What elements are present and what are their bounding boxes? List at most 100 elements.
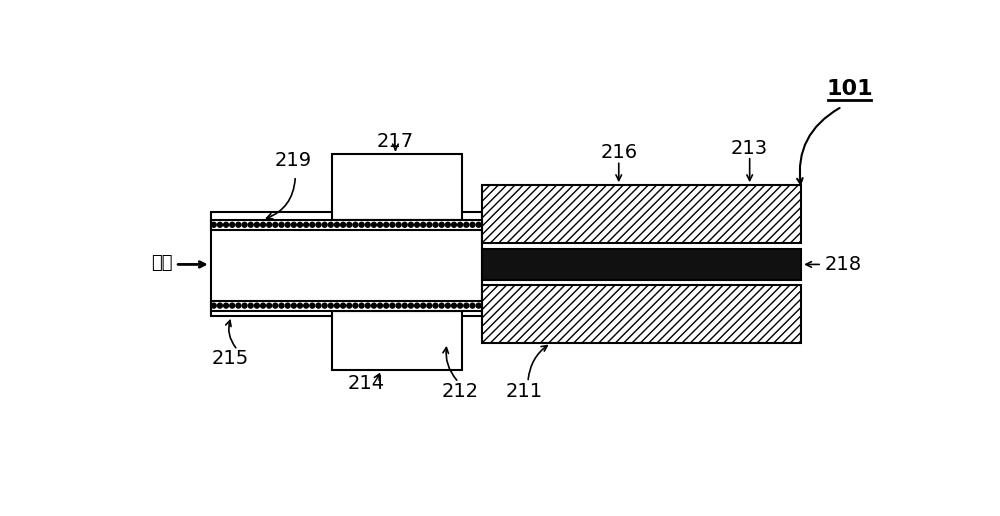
Text: 219: 219	[274, 151, 312, 170]
Circle shape	[217, 222, 222, 227]
Circle shape	[458, 222, 463, 227]
Circle shape	[421, 222, 426, 227]
Text: 101: 101	[826, 79, 873, 99]
Circle shape	[273, 222, 278, 227]
Bar	[211, 220, 482, 230]
Circle shape	[328, 303, 333, 308]
Circle shape	[396, 222, 401, 227]
Circle shape	[396, 303, 401, 308]
Circle shape	[310, 222, 315, 227]
Circle shape	[476, 303, 481, 308]
Circle shape	[248, 303, 253, 308]
Circle shape	[378, 303, 383, 308]
Circle shape	[359, 303, 364, 308]
Text: 217: 217	[377, 132, 414, 151]
Circle shape	[211, 222, 216, 227]
Circle shape	[298, 303, 302, 308]
Circle shape	[476, 222, 481, 227]
Circle shape	[408, 303, 413, 308]
Circle shape	[427, 222, 432, 227]
Circle shape	[248, 222, 253, 227]
Bar	[482, 285, 801, 343]
Text: 212: 212	[442, 382, 479, 401]
Circle shape	[316, 303, 321, 308]
Circle shape	[421, 303, 426, 308]
Circle shape	[341, 303, 346, 308]
Text: 211: 211	[505, 382, 543, 401]
Circle shape	[433, 222, 438, 227]
Circle shape	[470, 222, 475, 227]
Circle shape	[230, 303, 235, 308]
Circle shape	[415, 303, 419, 308]
Circle shape	[322, 303, 327, 308]
Circle shape	[224, 222, 229, 227]
Circle shape	[267, 222, 272, 227]
Circle shape	[390, 303, 395, 308]
Circle shape	[298, 222, 302, 227]
Circle shape	[291, 222, 296, 227]
Circle shape	[236, 222, 241, 227]
Circle shape	[452, 303, 456, 308]
Circle shape	[390, 222, 395, 227]
Text: 216: 216	[600, 143, 637, 162]
Circle shape	[384, 303, 389, 308]
Circle shape	[242, 222, 247, 227]
Circle shape	[322, 222, 327, 227]
Circle shape	[402, 222, 407, 227]
Circle shape	[384, 222, 389, 227]
Circle shape	[328, 222, 333, 227]
Circle shape	[285, 222, 290, 227]
Circle shape	[279, 303, 284, 308]
Circle shape	[261, 303, 265, 308]
Circle shape	[230, 222, 235, 227]
Circle shape	[353, 303, 358, 308]
Circle shape	[470, 303, 475, 308]
Circle shape	[365, 222, 370, 227]
Circle shape	[439, 222, 444, 227]
Text: 气体: 气体	[151, 254, 172, 272]
Circle shape	[285, 303, 290, 308]
Circle shape	[415, 222, 419, 227]
Circle shape	[334, 222, 339, 227]
Text: 213: 213	[731, 139, 768, 158]
Bar	[211, 212, 482, 316]
Circle shape	[273, 303, 278, 308]
Circle shape	[211, 303, 216, 308]
Circle shape	[464, 222, 469, 227]
Circle shape	[279, 222, 284, 227]
Text: 218: 218	[824, 255, 861, 274]
Circle shape	[371, 303, 376, 308]
Circle shape	[464, 303, 469, 308]
Circle shape	[445, 303, 450, 308]
Bar	[332, 154, 462, 220]
Circle shape	[291, 303, 296, 308]
Bar	[332, 311, 462, 370]
Circle shape	[347, 303, 352, 308]
Circle shape	[316, 222, 321, 227]
Circle shape	[427, 303, 432, 308]
Circle shape	[236, 303, 241, 308]
Text: 214: 214	[348, 374, 385, 393]
Circle shape	[334, 303, 339, 308]
Circle shape	[445, 222, 450, 227]
Circle shape	[341, 222, 346, 227]
Circle shape	[254, 303, 259, 308]
Circle shape	[402, 303, 407, 308]
Circle shape	[433, 303, 438, 308]
Circle shape	[371, 222, 376, 227]
Circle shape	[452, 222, 456, 227]
Circle shape	[217, 303, 222, 308]
Circle shape	[365, 303, 370, 308]
Circle shape	[347, 222, 352, 227]
Circle shape	[224, 303, 229, 308]
Bar	[211, 301, 482, 311]
Circle shape	[242, 303, 247, 308]
Text: 215: 215	[211, 349, 249, 368]
Circle shape	[439, 303, 444, 308]
Circle shape	[359, 222, 364, 227]
Circle shape	[458, 303, 463, 308]
Circle shape	[304, 222, 309, 227]
Bar	[482, 185, 801, 243]
Bar	[482, 249, 801, 280]
Circle shape	[353, 222, 358, 227]
